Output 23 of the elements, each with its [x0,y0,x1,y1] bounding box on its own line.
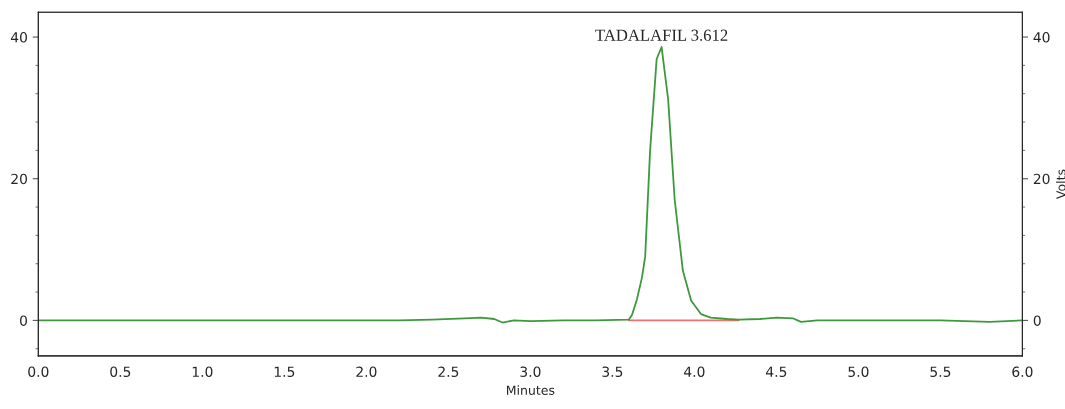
x-tick-label: 3.0 [520,366,541,377]
x-tick-label: 1.5 [274,366,295,377]
x-tick-label: 2.0 [356,366,377,377]
y-tick-label: 20 [11,173,27,185]
y2-tick-label: 20 [1033,173,1050,185]
line-series [38,46,1023,324]
y2-tick-label: 40 [1033,32,1050,43]
x-tick-label: 2.5 [438,366,459,377]
x-tick-label: 1.0 [192,366,213,377]
x-tick-label: 6.0 [1012,366,1033,377]
x-tick-label: 4.0 [684,366,705,377]
y-tick-label: 40 [10,32,27,43]
x-tick-label: 5.5 [930,366,951,377]
x-tick-label: 3.5 [602,366,623,377]
x-axis-title: Minutes [506,385,555,395]
x-tick-label: 0.0 [28,366,49,377]
x-tick-label: 0.5 [110,366,131,377]
y2-tick-label: 0 [1033,315,1041,326]
x-tick-label: 4.5 [766,366,787,377]
annotation: TADALAFIL 3.612 [595,29,728,41]
y-tick-label: 0 [20,315,27,326]
y2-axis-title: Volts [1056,169,1065,200]
x-tick-label: 5.0 [848,366,869,377]
